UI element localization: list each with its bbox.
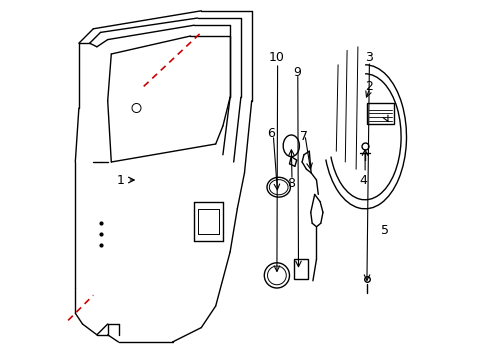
Text: 3: 3 bbox=[364, 51, 372, 64]
FancyBboxPatch shape bbox=[366, 103, 393, 124]
Text: 10: 10 bbox=[268, 51, 284, 64]
Text: 1: 1 bbox=[116, 174, 124, 186]
Text: 4: 4 bbox=[359, 174, 366, 186]
Text: 2: 2 bbox=[364, 80, 372, 93]
FancyBboxPatch shape bbox=[293, 259, 307, 279]
Text: 5: 5 bbox=[380, 224, 388, 237]
Text: 8: 8 bbox=[287, 177, 295, 190]
Text: 7: 7 bbox=[299, 130, 307, 143]
Text: 6: 6 bbox=[267, 127, 275, 140]
Text: 9: 9 bbox=[292, 66, 300, 78]
